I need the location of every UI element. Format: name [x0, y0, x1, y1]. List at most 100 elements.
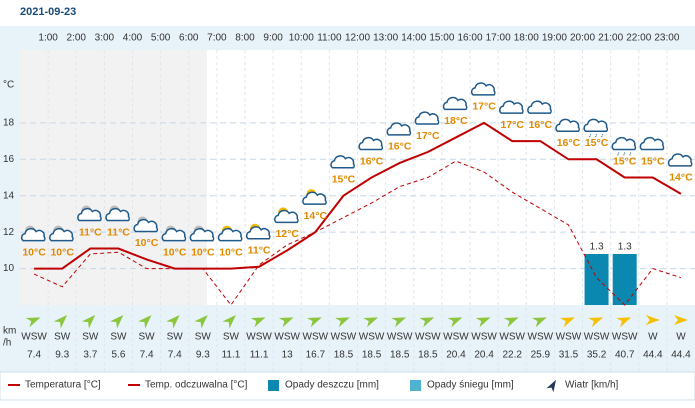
hour-label: 9:00 [263, 33, 283, 44]
arrow [222, 315, 236, 329]
wind-dir: WSW [331, 332, 357, 343]
hour-label: 1:00 [38, 33, 58, 44]
legend-label: Temp. odczuwalna [°C] [145, 380, 248, 391]
arrow [475, 317, 491, 328]
line [33, 160, 682, 306]
weather-icon [49, 225, 74, 242]
cloud [49, 228, 74, 242]
wind-arrow [503, 317, 519, 328]
wind-speed: 44.4 [671, 350, 691, 361]
cloud [611, 136, 637, 151]
cloud [499, 100, 524, 114]
weather-icon [414, 111, 440, 125]
weather-icon [470, 82, 496, 96]
arrow [306, 317, 322, 328]
arrow [588, 317, 604, 328]
weather-icon [358, 136, 384, 151]
weather-icon [639, 136, 665, 151]
wind-arrow [25, 317, 41, 328]
weather-icon [20, 225, 46, 242]
wind-arrow [531, 317, 547, 328]
wind-arrow [588, 317, 604, 328]
wind-dir: W [648, 332, 658, 343]
cloud [77, 207, 102, 222]
arrow [503, 317, 519, 328]
temp-label: 15°C [641, 155, 665, 167]
wind-unit: /h [3, 338, 11, 349]
arrow [250, 317, 266, 328]
wind-speed: 13 [282, 350, 294, 361]
temp-label: 10°C [135, 237, 159, 249]
wind-dir: W [676, 332, 686, 343]
arrow [447, 317, 463, 328]
cloud [274, 209, 299, 224]
arrow [194, 315, 208, 329]
wind-arrow [222, 315, 236, 329]
weather-icon [245, 223, 271, 240]
arrow [25, 317, 41, 328]
temp-label: 15°C [332, 173, 356, 185]
arrow [391, 317, 407, 328]
date: 2021-09-23 [20, 6, 76, 18]
cloud [639, 136, 665, 151]
rain-label: 1.3 [618, 242, 632, 253]
hour-label: 7:00 [207, 33, 227, 44]
line [34, 121, 682, 270]
cloud [161, 228, 187, 242]
wind-speed: 11.1 [250, 350, 269, 361]
wind-speed: 18.5 [334, 350, 354, 361]
weather-icon [302, 189, 327, 205]
weather-icon [133, 216, 159, 233]
night-band [20, 50, 207, 305]
hour-label: 4:00 [123, 33, 143, 44]
hour-label: 10:00 [289, 33, 314, 44]
wind-dir: SW [54, 332, 71, 343]
arrow [81, 315, 96, 329]
rain-drops [617, 152, 632, 156]
wind-arrow [166, 315, 180, 329]
rain-label: 1.3 [590, 242, 604, 253]
temp-label: 10°C [22, 246, 46, 258]
temp-label: 16°C [557, 137, 581, 149]
wind-dir: SW [195, 332, 212, 343]
hour-label: 20:00 [570, 33, 595, 44]
axis-band [0, 26, 20, 372]
wind-dir: WSW [499, 332, 525, 343]
wind-arrow [673, 315, 688, 325]
hour-label: 5:00 [151, 33, 171, 44]
wind-dir: WSW [274, 332, 300, 343]
y-tick-label: 14 [3, 190, 15, 201]
wind-arrow [616, 317, 632, 328]
hour-label: 23:00 [654, 33, 679, 44]
weather-icon [667, 153, 693, 167]
wind-speed: 31.5 [559, 350, 579, 361]
hour-label: 12:00 [345, 33, 370, 44]
temp-label: 10°C [219, 246, 243, 258]
temp-label: 17°C [500, 119, 524, 131]
legend-swatch [268, 380, 279, 391]
arrow [531, 317, 547, 328]
weather-icon [611, 136, 637, 156]
weather-icon [189, 225, 215, 242]
legend-label: Opady śniegu [mm] [427, 380, 514, 391]
weather-icon [555, 118, 580, 133]
temp-label: 14°C [669, 172, 693, 184]
arrow [278, 317, 294, 328]
temp-label: 11°C [248, 245, 271, 257]
arrow [363, 317, 379, 328]
wind-speed: 9.3 [196, 350, 210, 361]
wind-dir: SW [223, 332, 240, 343]
wind-dir: WSW [415, 332, 441, 343]
arrow [109, 315, 124, 329]
cloud [20, 228, 46, 242]
legend-wind-icon [546, 379, 556, 393]
wind-arrow [447, 317, 463, 328]
temp-label: 12°C [275, 228, 299, 240]
wind-dir: WSW [612, 332, 638, 343]
hour-label: 21:00 [598, 33, 623, 44]
cloud [302, 191, 327, 205]
weather-icon [386, 122, 412, 136]
wind-dir: SW [139, 332, 156, 343]
wind-speed: 7.4 [27, 350, 41, 361]
wind-arrow [391, 317, 407, 328]
